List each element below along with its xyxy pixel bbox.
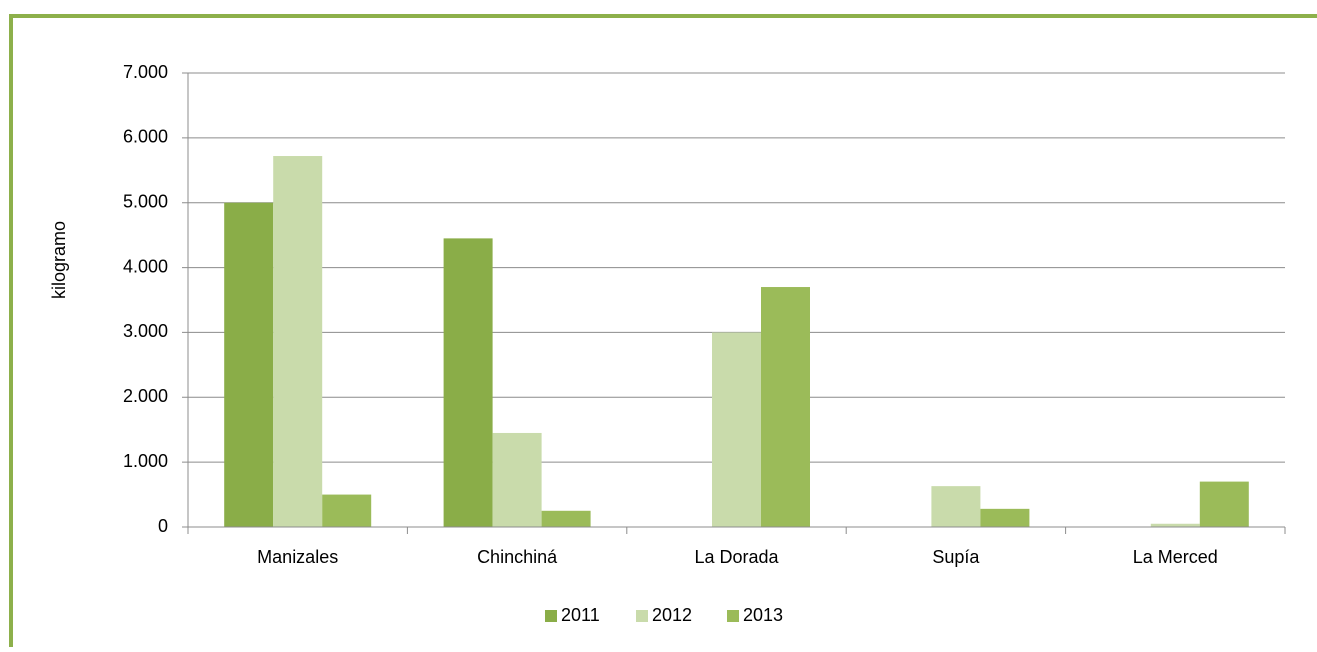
y-tick-label: 0	[158, 516, 168, 536]
y-axis-label: kilogramo	[49, 221, 69, 299]
legend-label: 2013	[743, 605, 783, 625]
bar	[224, 202, 274, 527]
bar	[492, 432, 542, 527]
legend-swatch	[545, 610, 557, 622]
y-tick-label: 2.000	[123, 386, 168, 406]
y-tick-label: 1.000	[123, 451, 168, 471]
x-tick-label: Supía	[932, 547, 980, 567]
bar	[931, 486, 981, 527]
bar	[712, 332, 761, 527]
x-tick-label: Chinchiná	[477, 547, 558, 567]
x-tick-label: Manizales	[257, 547, 338, 567]
y-tick-label: 6.000	[123, 127, 168, 147]
legend-label: 2012	[652, 605, 692, 625]
bar	[322, 494, 372, 527]
y-tick-label: 4.000	[123, 256, 168, 276]
bar	[980, 508, 1030, 527]
legend-label: 2011	[561, 605, 600, 625]
bar	[273, 156, 323, 527]
legend-swatch	[636, 610, 648, 622]
bar	[761, 287, 810, 527]
bar	[443, 238, 493, 527]
y-tick-label: 5.000	[123, 191, 168, 211]
x-tick-label: La Merced	[1133, 547, 1218, 567]
x-tick-label: La Dorada	[694, 547, 779, 567]
y-tick-label: 3.000	[123, 321, 168, 341]
y-tick-label: 7.000	[123, 62, 168, 82]
bar	[541, 510, 591, 527]
bar	[1199, 481, 1249, 527]
legend-swatch	[727, 610, 739, 622]
bar	[1150, 523, 1200, 527]
